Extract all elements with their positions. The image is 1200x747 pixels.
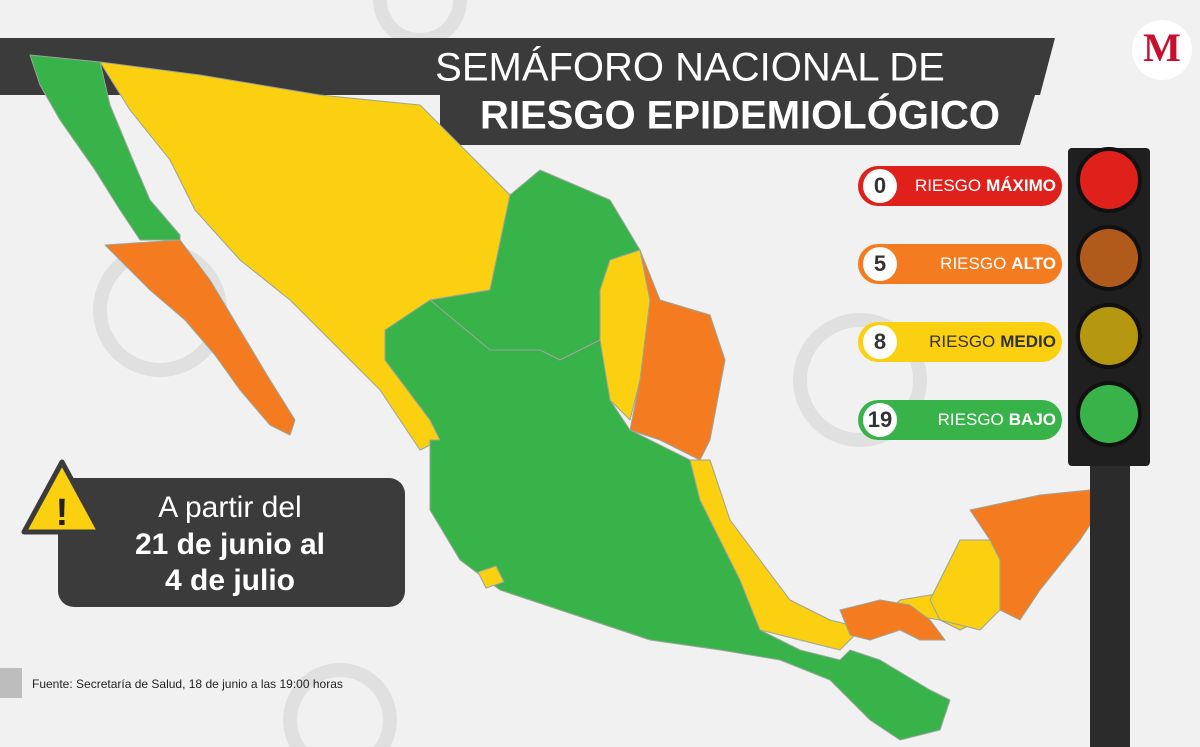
warning-mark: !: [56, 492, 69, 534]
map: [29, 54, 1101, 741]
legend-pill: [858, 400, 1062, 440]
source: Fuente: Secretaría de Salud, 18 de junio…: [32, 677, 343, 691]
logo: M: [1143, 25, 1181, 70]
region-green: [384, 299, 951, 741]
legend-count-circle: [863, 247, 897, 281]
legend-pill: [858, 244, 1062, 284]
legend-pill: [858, 322, 1062, 362]
legend-count: 5: [874, 251, 886, 276]
notice-line1: A partir del: [158, 491, 301, 524]
legend-label: RIESGO ALTO: [940, 254, 1056, 273]
region-orange: [104, 239, 296, 436]
light: [1080, 151, 1138, 209]
legend-count: 0: [874, 173, 886, 198]
pole: [1090, 460, 1130, 747]
legend-count-circle: [863, 325, 897, 359]
legend-level: MEDIO: [1000, 332, 1056, 351]
legend-level: BAJO: [1009, 410, 1056, 429]
legend-count: 19: [868, 407, 892, 432]
region-yellow: [477, 565, 505, 589]
legend-label-text: RIESGO: [940, 254, 1006, 273]
source-marker: [0, 668, 22, 698]
notice-line3: 4 de julio: [165, 564, 295, 597]
legend-label-text: RIESGO: [938, 410, 1004, 429]
legend-label: RIESGO BAJO: [938, 410, 1056, 429]
notice-box: [58, 478, 405, 607]
warning-icon: [21, 459, 103, 535]
legend-label-text: RIESGO: [929, 332, 995, 351]
legend-label: RIESGO MEDIO: [929, 332, 1056, 351]
title-line2: RIESGO EPIDEMIOLÓGICO: [480, 92, 1000, 138]
region-orange: [839, 599, 946, 641]
light: [1080, 307, 1138, 365]
legend-count-circle: [863, 403, 897, 437]
notice-line2: 21 de junio al: [135, 528, 325, 561]
title-bar: [0, 38, 1055, 145]
legend-count: 8: [874, 329, 886, 354]
legend-level: MÁXIMO: [986, 176, 1056, 195]
region-orange: [969, 489, 1101, 621]
legend-count-circle: [863, 169, 897, 203]
title-line1: SEMÁFORO NACIONAL DE: [435, 45, 945, 90]
legend-pill: [858, 166, 1062, 206]
light: [1080, 229, 1138, 287]
logo-circle: [1132, 20, 1192, 80]
legend-level: ALTO: [1011, 254, 1056, 273]
legend-label-text: RIESGO: [915, 176, 981, 195]
light: [1080, 385, 1138, 443]
legend-label: RIESGO MÁXIMO: [915, 176, 1056, 195]
